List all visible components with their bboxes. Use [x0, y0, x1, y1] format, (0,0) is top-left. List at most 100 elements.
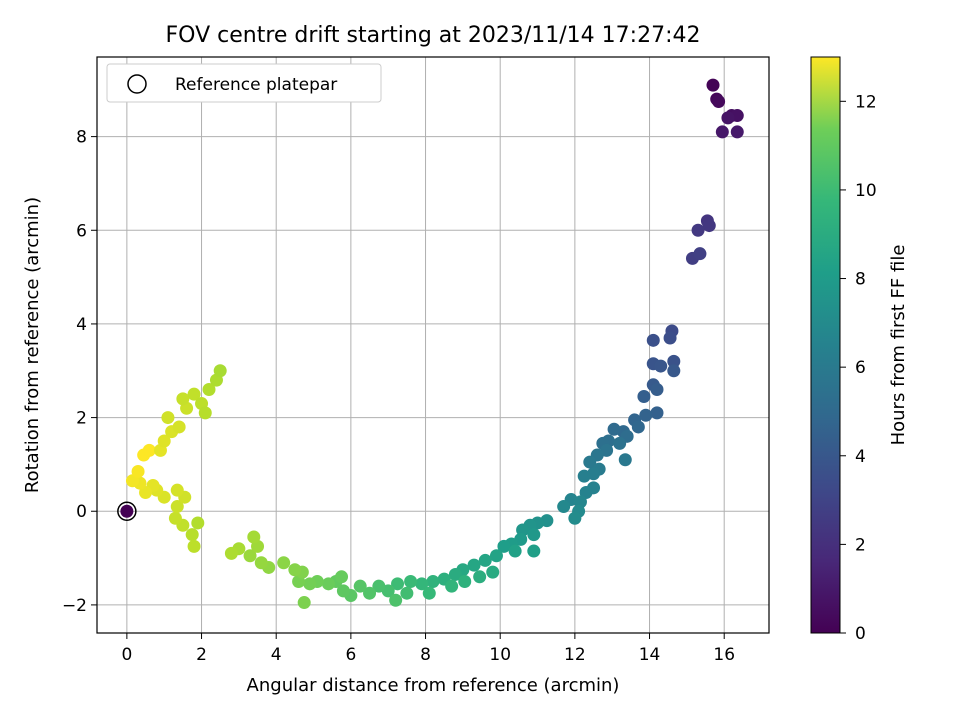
data-point	[297, 596, 311, 610]
data-point	[277, 556, 291, 570]
colorbar-tick-label: 8	[855, 270, 866, 290]
data-point	[426, 574, 440, 588]
data-point	[243, 549, 257, 563]
data-point	[527, 528, 541, 542]
data-point	[172, 420, 186, 434]
data-point	[637, 390, 651, 404]
data-point	[527, 544, 541, 558]
data-point	[667, 354, 681, 368]
data-point	[213, 364, 227, 378]
data-point	[335, 570, 349, 584]
data-point	[157, 434, 171, 448]
x-tick-label: 0	[121, 645, 132, 665]
colorbar-label: Hours from first FF file	[888, 245, 909, 446]
data-point	[639, 408, 653, 422]
data-point	[142, 443, 156, 457]
data-point	[372, 579, 386, 593]
legend-marker-reference	[127, 74, 147, 94]
data-point	[187, 387, 201, 401]
data-point	[654, 359, 668, 373]
data-point	[557, 500, 571, 514]
data-point	[568, 511, 582, 525]
data-point	[458, 574, 472, 588]
colorbar-tick-label: 12	[855, 92, 877, 112]
data-point	[176, 392, 190, 406]
x-tick-label: 6	[345, 645, 356, 665]
data-point	[170, 500, 184, 514]
data-point	[583, 455, 597, 469]
data-point	[170, 483, 184, 497]
legend: Reference platepar	[106, 63, 382, 103]
data-point	[415, 577, 429, 591]
data-point	[139, 486, 153, 500]
data-point	[691, 223, 705, 237]
data-point	[579, 486, 593, 500]
colorbar-tick-label: 6	[855, 358, 866, 378]
data-point	[303, 577, 317, 591]
data-point	[715, 125, 729, 139]
data-point	[191, 516, 205, 530]
y-tick-label: 0	[76, 502, 87, 522]
data-point	[321, 577, 335, 591]
data-point	[389, 593, 403, 607]
data-point	[693, 247, 707, 261]
data-point	[508, 544, 522, 558]
y-axis-ticks: −2 0 2 4 6 8	[62, 128, 97, 616]
data-point	[613, 436, 627, 450]
data-point	[489, 549, 503, 563]
data-point	[667, 364, 681, 378]
y-tick-label: 4	[76, 315, 87, 335]
data-point	[445, 579, 459, 593]
data-point	[448, 567, 462, 581]
y-tick-label: 2	[76, 409, 87, 429]
data-point	[618, 453, 632, 467]
data-point	[353, 579, 367, 593]
data-point	[400, 586, 414, 600]
x-tick-label: 16	[713, 645, 735, 665]
x-axis-label: Angular distance from reference (arcmin)	[247, 675, 620, 696]
data-point	[467, 558, 481, 572]
data-point	[486, 565, 500, 579]
x-tick-label: 2	[196, 645, 207, 665]
data-point	[607, 422, 621, 436]
x-tick-label: 4	[271, 645, 282, 665]
x-tick-label: 14	[639, 645, 661, 665]
colorbar-gradient	[810, 56, 841, 634]
data-point	[363, 586, 377, 600]
x-tick-label: 10	[489, 645, 511, 665]
data-point	[478, 553, 492, 567]
data-point	[247, 530, 261, 544]
data-point	[202, 382, 216, 396]
data-point	[198, 406, 212, 420]
y-tick-label: −2	[62, 596, 87, 616]
data-point	[650, 382, 664, 396]
legend-box	[106, 63, 382, 103]
data-point	[706, 78, 720, 92]
y-axis-label: Rotation from reference (arcmin)	[22, 197, 43, 493]
data-point	[187, 539, 201, 553]
reference-point-fill	[120, 504, 134, 518]
data-point	[185, 528, 199, 542]
x-axis-ticks: 0 2 4 6 8 10 12 14 16	[121, 633, 735, 665]
data-point	[473, 570, 487, 584]
colorbar-tick-label: 2	[855, 535, 866, 555]
data-point	[125, 474, 139, 488]
data-point	[131, 464, 145, 478]
data-point	[663, 331, 677, 345]
x-tick-label: 12	[564, 645, 586, 665]
data-point	[702, 219, 716, 233]
x-tick-label: 8	[420, 645, 431, 665]
colorbar-tick-label: 4	[855, 447, 866, 467]
y-tick-label: 8	[76, 128, 87, 148]
data-point	[721, 111, 735, 125]
colorbar: 0 2 4 6 8 10 12 Hours from first FF file	[810, 56, 909, 644]
data-point	[712, 94, 726, 108]
data-point	[288, 563, 302, 577]
legend-entry-reference: Reference platepar	[175, 75, 337, 95]
colorbar-tick-label: 10	[855, 181, 877, 201]
colorbar-ticks: 0 2 4 6 8 10 12	[840, 92, 877, 644]
plot-frame	[96, 56, 770, 634]
data-point	[631, 420, 645, 434]
data-point	[646, 333, 660, 347]
